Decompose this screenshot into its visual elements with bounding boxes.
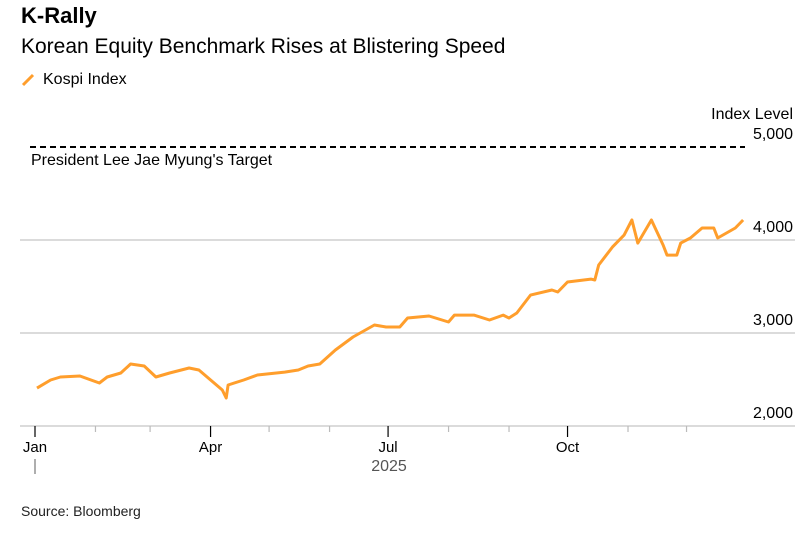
- x-tick-label: Oct: [556, 439, 580, 456]
- x-tick-label: Jul: [378, 439, 397, 456]
- target-label: President Lee Jae Myung's Target: [31, 152, 273, 169]
- series-line-kospi: [36, 218, 745, 400]
- chart-subtitle: Korean Equity Benchmark Rises at Blister…: [21, 35, 506, 58]
- legend: Kospi Index: [21, 71, 127, 89]
- y-tick-label: 4,000: [753, 219, 793, 236]
- chart-title: K-Rally: [21, 3, 97, 28]
- y-tick-label: 5,000: [753, 126, 793, 143]
- y-axis-label: Index Level: [711, 106, 793, 123]
- y-tick-label: 2,000: [753, 405, 793, 422]
- legend-label: Kospi Index: [43, 71, 127, 88]
- x-tick-label: Jan: [23, 439, 47, 456]
- y-tick-label: 3,000: [753, 312, 793, 329]
- x-tick-label: Apr: [199, 439, 222, 456]
- x-year-label: 2025: [371, 458, 407, 475]
- legend-line-icon: [21, 73, 35, 87]
- source-note: Source: Bloomberg: [21, 503, 141, 519]
